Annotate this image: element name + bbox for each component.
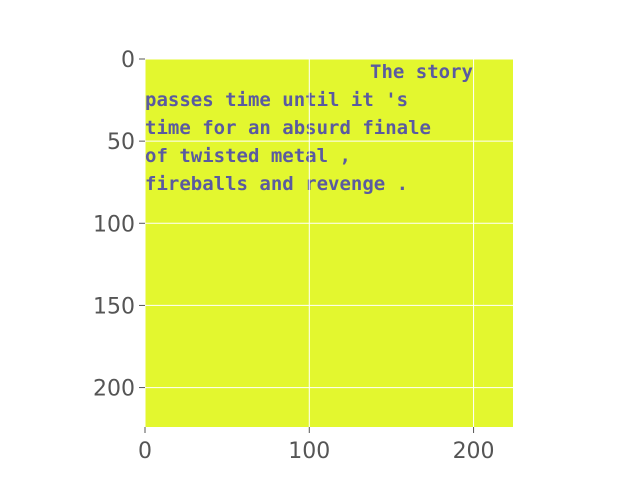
y-tick-label: 150 [93,294,135,319]
image-area [145,59,513,427]
x-tick-label: 0 [138,439,152,464]
y-tick-label: 100 [93,212,135,237]
y-tick-label: 0 [121,48,135,73]
x-tick-label: 100 [288,439,330,464]
x-tick-label: 200 [453,439,495,464]
image-text-line: time for an absurd finale [145,117,431,139]
grid [144,58,513,427]
image-text-line: passes time until it 's [145,89,408,111]
image-text-line: fireballs and revenge . [145,173,408,195]
y-axis: 0 50 100 150 200 [93,48,145,402]
image-text-line: of twisted metal , [145,145,351,167]
image-text-line: The story [370,61,473,83]
x-axis: 0 100 200 [138,427,495,464]
image-text-group: The story passes time until it 's time for… [145,61,473,195]
y-tick-label: 50 [107,130,135,155]
y-tick-label: 200 [93,377,135,402]
